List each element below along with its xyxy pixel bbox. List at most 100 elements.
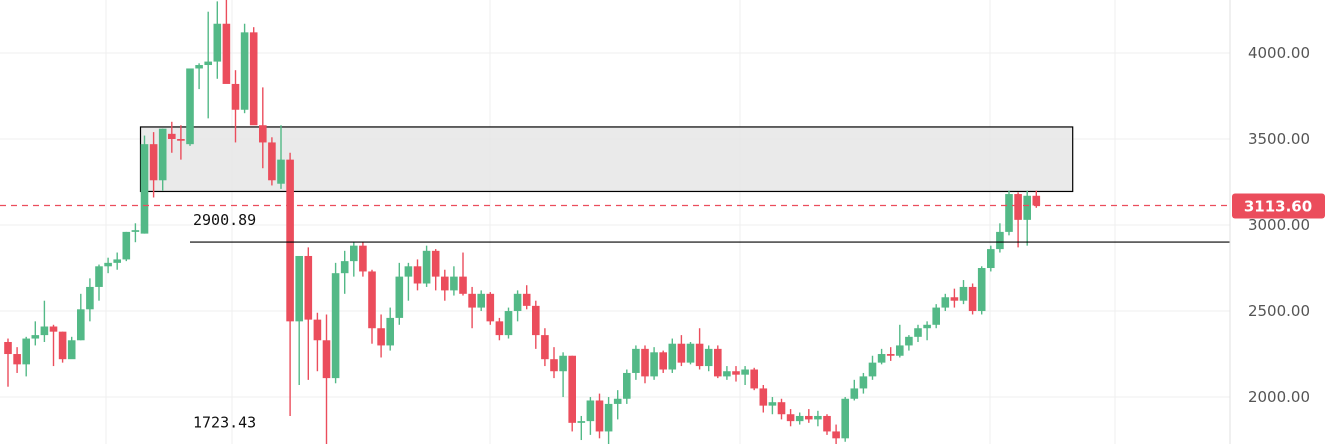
candle-down [823, 415, 831, 432]
candle-up [295, 255, 303, 322]
y-tick-label: 2500.00 [1248, 302, 1310, 320]
candle-up [213, 23, 222, 62]
candle-up [877, 354, 886, 363]
candle-up [632, 348, 640, 373]
candle-up [122, 231, 131, 260]
candle-up [814, 415, 822, 420]
candle-up [604, 403, 613, 432]
candle-up [723, 371, 731, 377]
candle-up [195, 65, 203, 69]
price-levels: 2900.89 1723.43 [190, 211, 1230, 432]
current-price-label: 3113.60 [1244, 197, 1312, 215]
candle-up [86, 286, 94, 310]
candle-up [22, 338, 30, 365]
candle-up [868, 362, 877, 377]
candle-up [77, 309, 85, 341]
candle-down [677, 343, 686, 363]
candle-down [377, 328, 385, 346]
candle-down [695, 343, 704, 367]
y-tick-label: 3000.00 [1248, 216, 1310, 234]
candle-down [49, 326, 58, 332]
candle-up [277, 159, 285, 184]
y-tick-label: 4000.00 [1248, 44, 1310, 62]
candle-down [322, 340, 331, 379]
candle-down [550, 359, 558, 372]
candle-up [31, 335, 40, 339]
candle-up [422, 250, 431, 284]
candle-up [586, 400, 595, 422]
candle-up [795, 415, 804, 422]
candle-down [249, 32, 258, 126]
candle-up [504, 311, 513, 336]
candle-down [441, 276, 449, 291]
y-tick-label: 2000.00 [1248, 388, 1310, 406]
candle-down [968, 286, 977, 312]
candle-up [395, 276, 404, 318]
candle-up [404, 266, 413, 277]
candle-up [959, 286, 968, 301]
current-price-marker: 3113.60 [0, 193, 1325, 219]
candles [4, 0, 1041, 444]
candle-up [650, 352, 658, 377]
candle-up [140, 144, 149, 234]
candle-up [923, 324, 931, 329]
candle-down [805, 415, 813, 420]
candle-down [313, 319, 322, 341]
candle-down [732, 371, 740, 375]
candle-up [741, 369, 749, 375]
candle-down [1032, 195, 1041, 206]
candle-down [777, 402, 786, 415]
candle-down [468, 293, 476, 308]
candle-down [495, 321, 504, 336]
candle-down [304, 255, 313, 320]
candle-up [932, 307, 940, 325]
candle-up [914, 328, 922, 337]
candle-up [996, 231, 1004, 250]
candle-up [613, 398, 622, 404]
level-label: 1723.43 [193, 414, 256, 432]
candle-down [286, 159, 294, 322]
candle-down [149, 144, 158, 181]
candle-down [759, 388, 768, 406]
candle-down [13, 354, 21, 365]
candle-down [259, 125, 267, 143]
candle-up [340, 261, 349, 274]
candle-up [186, 68, 194, 145]
candle-up [704, 348, 713, 367]
candle-down [222, 23, 231, 84]
candle-down [1014, 194, 1022, 220]
candle-up [559, 355, 567, 372]
candle-down [4, 341, 12, 355]
candle-up [859, 376, 868, 389]
candle-up [67, 340, 76, 360]
candle-down [595, 400, 604, 432]
candle-up [158, 128, 167, 181]
candle-down [231, 83, 240, 110]
candle-up [131, 230, 140, 232]
candle-up [386, 317, 394, 346]
candle-up [240, 32, 249, 110]
price-axis[interactable]: 4000.00 3500.00 3000.00 2500.00 2000.00 [1248, 44, 1310, 406]
candle-down [786, 414, 795, 422]
candle-down [659, 352, 667, 370]
candle-down [431, 250, 440, 277]
candle-up [668, 343, 677, 370]
candle-down [641, 348, 649, 377]
candle-down [832, 431, 840, 439]
candle-down [486, 293, 495, 322]
candle-up [941, 297, 950, 308]
candle-down [459, 276, 467, 294]
candle-down [950, 297, 959, 301]
current-price-badge [1232, 193, 1325, 219]
candle-up [577, 421, 586, 423]
candle-up [104, 262, 112, 267]
candle-down [541, 335, 549, 360]
candle-down [886, 354, 895, 356]
grid [0, 0, 1230, 444]
candle-up [95, 266, 103, 287]
candle-up [350, 245, 358, 262]
candle-up [204, 61, 212, 66]
candle-down [168, 133, 176, 139]
resistance-zone [139, 126, 1074, 193]
